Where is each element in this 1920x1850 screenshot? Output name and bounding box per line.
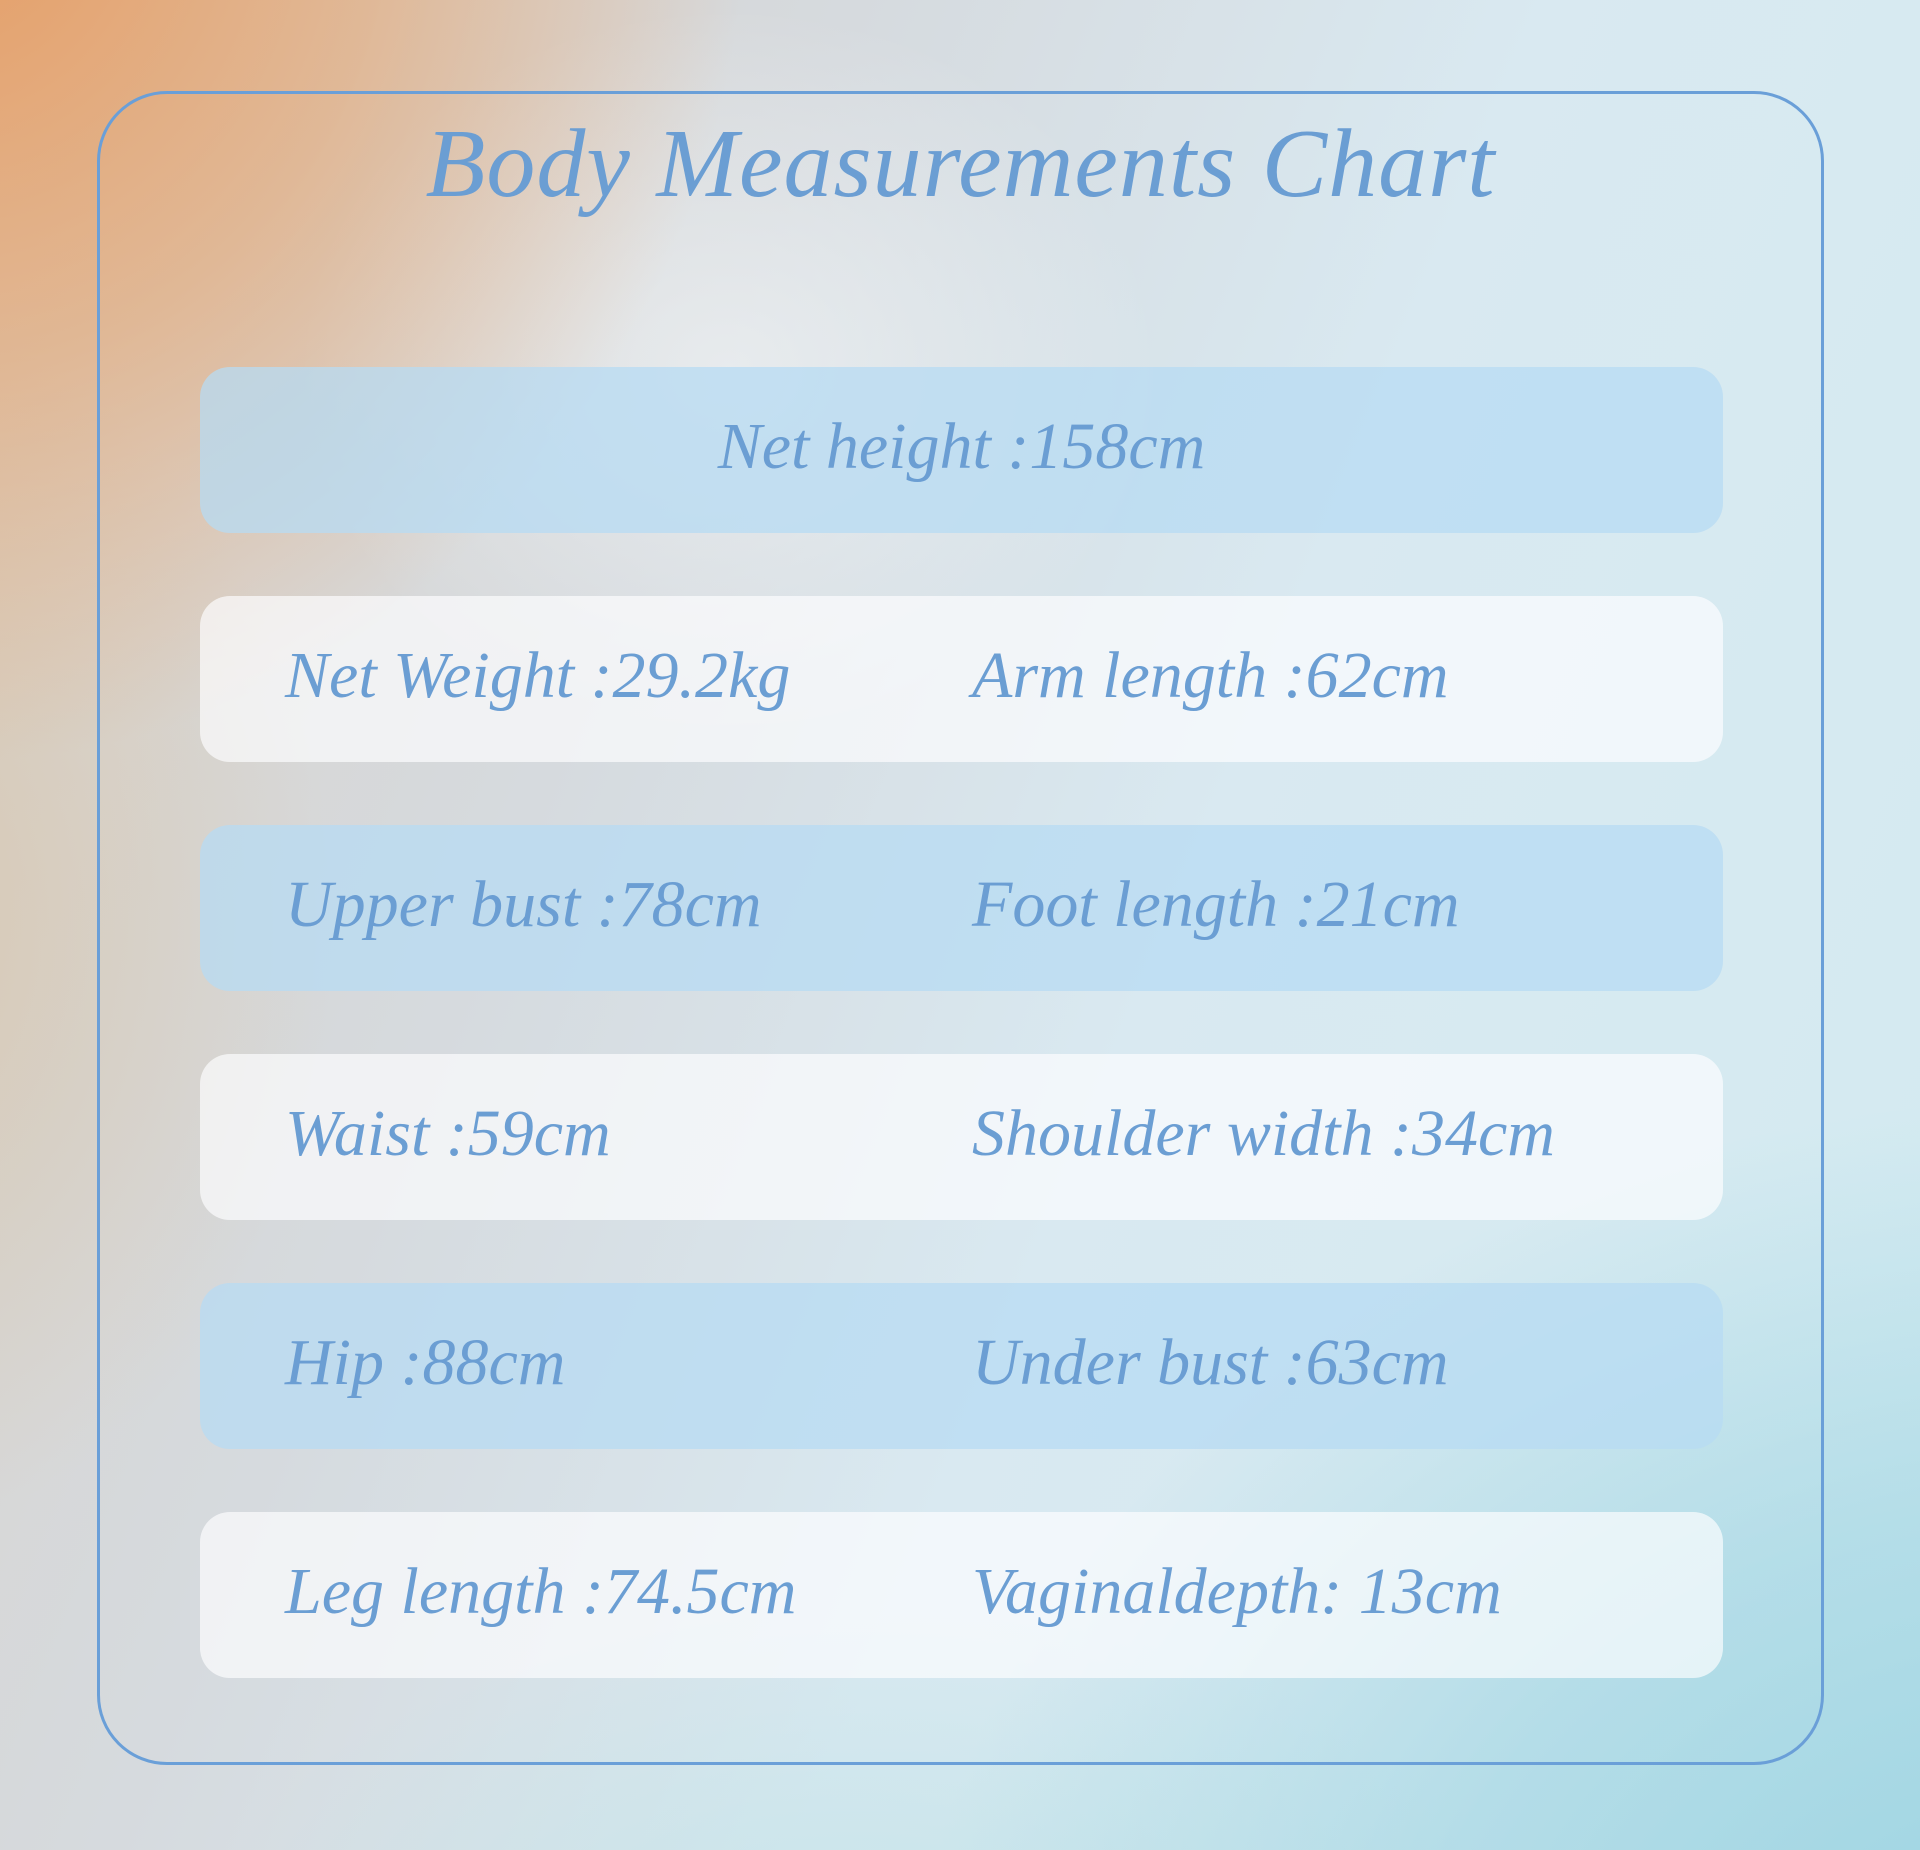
- measurement-value: Foot length :21cm: [972, 867, 1460, 941]
- measurement-value: Vaginaldepth: 13cm: [972, 1554, 1502, 1628]
- measurement-row-hip-underbust: Hip :88cm Under bust :63cm: [200, 1283, 1723, 1449]
- outer-border-frame: [97, 91, 1824, 1765]
- measurement-value: Net height :158cm: [717, 409, 1206, 483]
- measurement-value: Leg length :74.5cm: [285, 1554, 797, 1628]
- measurement-row-leg-depth: Leg length :74.5cm Vaginaldepth: 13cm: [200, 1512, 1723, 1678]
- measurement-row-upperbust-foot: Upper bust :78cm Foot length :21cm: [200, 825, 1723, 991]
- measurement-value: Under bust :63cm: [972, 1325, 1449, 1399]
- measurement-value: Upper bust :78cm: [285, 867, 762, 941]
- measurement-value: Arm length :62cm: [972, 638, 1449, 712]
- measurements-list: Net height :158cm Net Weight :29.2kg Arm…: [200, 367, 1723, 1741]
- measurement-row-weight-arm: Net Weight :29.2kg Arm length :62cm: [200, 596, 1723, 762]
- measurement-value: Hip :88cm: [285, 1325, 566, 1399]
- measurement-value: Net Weight :29.2kg: [285, 638, 791, 712]
- page-title: Body Measurements Chart: [425, 110, 1496, 218]
- measurement-row-waist-shoulder: Waist :59cm Shoulder width :34cm: [200, 1054, 1723, 1220]
- measurement-row-net-height: Net height :158cm: [200, 367, 1723, 533]
- measurement-value: Waist :59cm: [285, 1096, 611, 1170]
- measurement-value: Shoulder width :34cm: [972, 1096, 1555, 1170]
